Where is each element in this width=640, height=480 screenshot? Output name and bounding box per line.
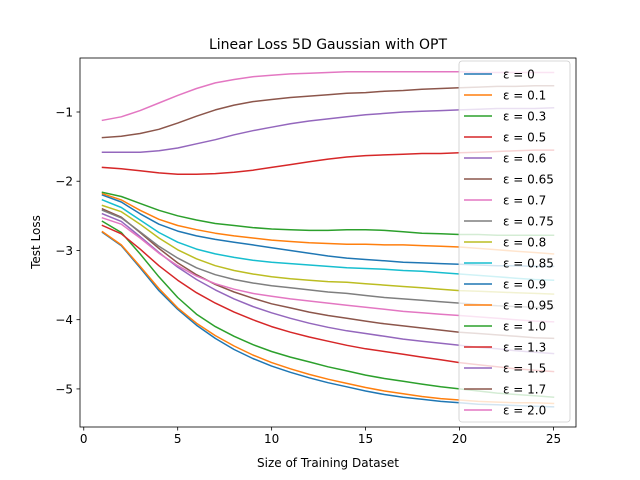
legend-label: ε = 0.85 [503, 257, 554, 271]
legend-frame [458, 60, 571, 423]
legend-label: ε = 2.0 [503, 404, 546, 418]
x-axis-label: Size of Training Dataset [257, 456, 399, 470]
legend-label: ε = 0.95 [503, 299, 554, 313]
x-tick-label: 20 [452, 432, 467, 446]
legend-label: ε = 0.75 [503, 215, 554, 229]
legend-label: ε = 1.7 [503, 383, 546, 397]
y-tick-label: −3 [55, 244, 73, 258]
legend-label: ε = 0.7 [503, 194, 546, 208]
y-tick-label: −5 [55, 382, 73, 396]
legend-label: ε = 0.3 [503, 110, 546, 124]
legend-label: ε = 0.8 [503, 236, 546, 250]
axes: 0 5 10 15 20 25 −5 −4 −3 −2 −1 [55, 57, 577, 446]
y-axis-label: Test Loss [29, 215, 43, 270]
axes-frame [79, 57, 577, 428]
x-tick-label: 10 [264, 432, 279, 446]
legend-label: ε = 0.6 [503, 152, 546, 166]
y-tick-label: −1 [55, 106, 73, 120]
legend-label: ε = 0 [503, 68, 535, 82]
legend: ε = 0 ε = 0.1 ε = 0.3 ε = 0.5 ε = 0.6 ε = 0.6… [458, 60, 571, 423]
chart-title: Linear Loss 5D Gaussian with OPT [209, 37, 448, 53]
y-tick-label: −2 [55, 175, 73, 189]
x-tick-label: 5 [174, 432, 182, 446]
x-tick-label: 15 [358, 432, 373, 446]
legend-label: ε = 1.3 [503, 341, 546, 355]
legend-label: ε = 0.1 [503, 89, 546, 103]
legend-label: ε = 1.5 [503, 362, 546, 376]
x-tick-label: 25 [546, 432, 561, 446]
x-tick-label: 0 [80, 432, 88, 446]
y-tick-label: −4 [55, 313, 73, 327]
legend-label: ε = 0.65 [503, 173, 554, 187]
legend-label: ε = 0.5 [503, 131, 546, 145]
legend-label: ε = 0.9 [503, 278, 546, 292]
legend-label: ε = 1.0 [503, 320, 546, 334]
